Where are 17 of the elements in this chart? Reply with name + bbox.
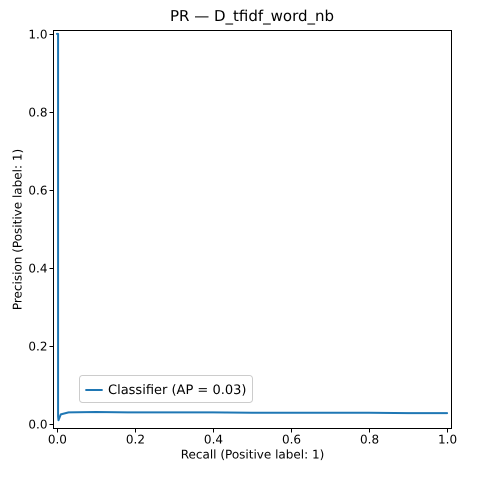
- x-axis-title: Recall (Positive label: 1): [180, 448, 324, 462]
- x-tick-label: 0.0: [48, 432, 67, 446]
- x-tick-label: 0.6: [282, 432, 302, 446]
- y-tick-label: 0.4: [28, 262, 48, 276]
- y-tick-label: 0.2: [28, 340, 48, 354]
- y-tick-label: 1.0: [28, 27, 48, 42]
- x-tick-label: 0.8: [360, 432, 380, 446]
- y-tick-label: 0.8: [28, 105, 48, 120]
- x-tick-label: 0.4: [204, 432, 224, 446]
- line-series: [56, 32, 448, 422]
- y-tick-label: 0.6: [28, 183, 48, 198]
- y-axis-title: Precision (Positive label: 1): [10, 148, 24, 310]
- x-tick-label: 0.2: [126, 432, 145, 446]
- chart-title: PR — D_tfidf_word_nb: [170, 6, 334, 25]
- y-tick-label: 0.0: [28, 418, 48, 432]
- legend-label: Classifier (AP = 0.03): [108, 383, 246, 398]
- x-tick-label: 1.0: [438, 432, 458, 446]
